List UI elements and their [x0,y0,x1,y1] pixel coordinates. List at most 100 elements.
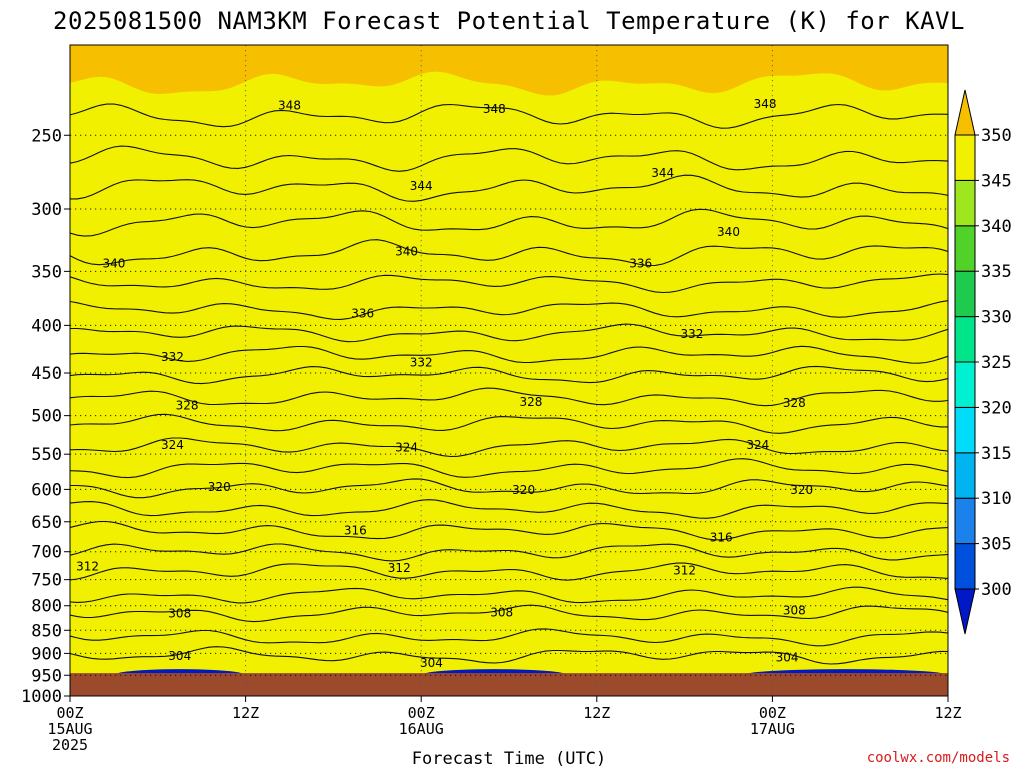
contour-label-text: 308 [490,605,513,619]
colorbar-bottom-arrow [954,588,976,635]
x-axis-label: Forecast Time (UTC) [412,749,606,768]
theta-band-above-350 [70,45,948,96]
contour-label-text: 328 [519,395,542,409]
contour-label-324-16: 324 [746,438,769,452]
contour-label-text: 304 [420,656,443,670]
y-tick-label: 450 [31,364,62,384]
y-tick-label: 850 [31,621,62,641]
contour-label-text: 320 [512,483,535,497]
y-tick-label: 700 [31,543,62,563]
contour-label-text: 308 [783,603,806,617]
contour-label-text: 348 [754,97,777,111]
contour-label-text: 312 [673,563,696,577]
isentrope-346 [70,145,948,172]
contour-label-text: 348 [483,102,506,116]
ground-mask [70,673,948,696]
y-tick-label: 900 [31,644,62,664]
y-tick-label: 750 [31,571,62,591]
colorbar-label: 300 [981,580,1012,600]
grid [70,45,948,696]
x-tick-label: 00Z [56,704,83,722]
contour-label-text: 324 [161,438,184,452]
contour-label-text: 312 [388,561,411,575]
contour-label-316-9: 316 [344,523,367,537]
isentrope-326 [70,413,948,434]
contour-label-text: 336 [629,257,652,271]
contour-label-text: 312 [76,559,99,573]
y-tick-label: 800 [31,597,62,617]
x-tick-date: 17AUG [750,720,795,738]
contour-label-text: 344 [651,166,674,180]
colorbar-swatch-340 [954,179,976,227]
contour-label-text: 304 [776,650,799,664]
contour-label-text: 332 [680,327,703,341]
isentrope-312 [70,562,948,581]
contour-label-328-19: 328 [783,396,806,410]
contour-label-text: 336 [351,307,374,321]
colorbar-swatch-325 [954,316,976,363]
isentrope-318 [70,499,948,519]
contour-label-328-17: 328 [176,398,199,412]
isentrope-320 [70,478,948,499]
contour-label-308-3: 308 [168,606,191,620]
credit-text: coolwx.com/models [867,750,1010,766]
y-tick-label: 500 [31,407,62,427]
isentrope-322 [70,458,948,479]
y-tick-label: 300 [31,200,62,220]
isentrope-306 [70,628,948,647]
contour-label-340-27: 340 [717,225,740,239]
colorbar-swatch-330 [954,270,976,318]
contour-label-316-10: 316 [710,531,733,545]
contour-label-312-6: 312 [76,559,99,573]
isentropes [70,103,948,665]
isentrope-344 [70,174,948,202]
contour-label-320-11: 320 [208,480,231,494]
colorbar-swatch-300 [954,543,976,590]
contour-label-324-15: 324 [395,440,418,454]
isentrope-330 [70,365,948,385]
colorbar-swatch-310 [954,452,976,499]
theta-band-above-345 [70,45,948,696]
isentrope-334 [70,323,948,343]
colorbar-label: 345 [981,171,1012,191]
ground-rect [70,673,948,696]
contour-label-text: 324 [746,438,769,452]
y-tick-label: 400 [31,316,62,336]
colorbar-swatch-345 [954,134,976,181]
isentrope-348 [70,103,948,129]
colorbar-label: 320 [981,398,1012,418]
x-tick-date: 16AUG [399,720,444,738]
chart-title: 2025081500 NAM3KM Forecast Potential Tem… [53,7,965,35]
colorbar-swatch-335 [954,225,976,272]
colorbar-label: 330 [981,308,1012,328]
contour-label-312-8: 312 [673,563,696,577]
isentrope-314 [70,543,948,562]
colorbar-swatch-315 [954,406,976,454]
contour-label-312-7: 312 [388,561,411,575]
contour-label-text: 316 [710,531,733,545]
colorbar-label: 350 [981,126,1012,146]
colorbar-label: 310 [981,489,1012,509]
isentrope-340 [70,239,948,267]
contour-label-348-32: 348 [754,97,777,111]
isentrope-338 [70,273,948,294]
colorbar-label: 305 [981,535,1012,555]
colorbar-label: 335 [981,262,1012,282]
y-tick-label: 600 [31,480,62,500]
plot-frame [69,44,949,697]
isentrope-342 [70,208,948,237]
contour-label-344-29: 344 [651,166,674,180]
contour-label-304-2: 304 [776,650,799,664]
colorbar-label: 315 [981,444,1012,464]
y-tick-label: 1000 [21,687,62,707]
isentrope-310 [70,586,948,604]
contour-label-text: 328 [783,396,806,410]
y-tick-label: 950 [31,666,62,686]
isentrope-336 [70,300,948,320]
isentrope-332 [70,345,948,364]
colorbar: 300 305 310 315 320 325 330 335 340 345 350 [954,89,1012,635]
isentrope-308 [70,604,948,623]
contour-labels: 304 304 304 308 308 308 312 312 312 316 316 320 320 3… [76,97,813,670]
y-tick-label: 350 [31,262,62,282]
